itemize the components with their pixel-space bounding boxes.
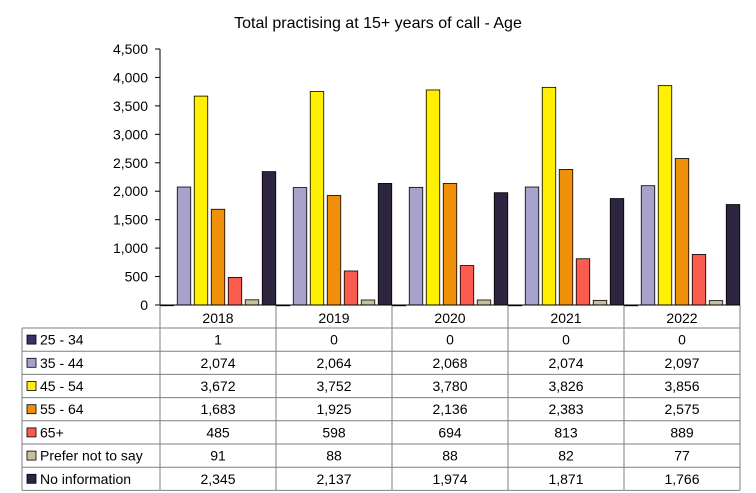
bar-2019-prefer-not-to-say	[360, 299, 376, 306]
bar-2018-65-	[227, 277, 243, 306]
y-axis: 0 500 1,000 1,500 2,000 2,500 3,000 3,500 4,000 4…	[113, 41, 161, 313]
data-label: 91	[210, 448, 226, 464]
data-label: 77	[674, 448, 690, 464]
bar-2022-55-64	[674, 158, 690, 306]
bar-2018-45-54	[193, 95, 209, 306]
y-tick-label: 1,000	[113, 240, 148, 256]
data-label: 1,871	[548, 471, 583, 487]
data-label: 1,683	[200, 401, 235, 417]
bar-2020-35-44	[408, 186, 424, 306]
data-label: 3,752	[316, 378, 351, 394]
data-label: 598	[322, 424, 346, 440]
legend-label: Prefer not to say	[40, 448, 143, 464]
legend-key	[26, 357, 37, 368]
legend-key	[26, 427, 37, 438]
data-label: 0	[330, 332, 338, 348]
bar-2020-45-54	[425, 89, 441, 306]
bar-2021-65-	[575, 258, 591, 306]
data-label: 2,074	[200, 355, 235, 371]
bar-2022-65-	[691, 254, 707, 306]
data-label: 813	[554, 424, 578, 440]
bar-2021-45-54	[541, 86, 557, 306]
data-label: 3,672	[200, 378, 235, 394]
x-category-label: 2018	[202, 310, 233, 326]
data-label: 2,064	[316, 355, 351, 371]
data-label: 88	[442, 448, 458, 464]
bar-2019-55-64	[326, 195, 342, 306]
y-tick-label: 4,000	[113, 69, 148, 85]
bar-2020-65-	[459, 265, 475, 306]
x-category-label: 2019	[318, 310, 349, 326]
data-label: 3,780	[432, 378, 467, 394]
y-tick-label: 3,500	[113, 98, 148, 114]
bar-2021-55-64	[558, 169, 574, 306]
bar-plot-area	[159, 85, 741, 307]
data-label: 2,074	[548, 355, 583, 371]
y-tick-label: 4,500	[113, 41, 148, 57]
data-label: 1,766	[664, 471, 699, 487]
data-label: 0	[562, 332, 570, 348]
legend-label: 65+	[40, 424, 64, 440]
data-label: 88	[326, 448, 342, 464]
bar-2021-35-44	[524, 186, 540, 306]
bar-2018-prefer-not-to-say	[244, 299, 260, 306]
y-tick-label: 0	[140, 297, 148, 313]
data-table: 2018 2019 2020 2021 2022 25 - 34 1 0 0 0 0 35 - 44 2…	[21, 304, 741, 491]
bar-2020-55-64	[442, 183, 458, 306]
data-label: 1	[214, 332, 222, 348]
y-tick-label: 500	[125, 269, 149, 285]
legend-key	[26, 450, 37, 461]
bar-2018-35-44	[176, 186, 192, 306]
data-label: 3,826	[548, 378, 583, 394]
y-tick-label: 2,000	[113, 183, 148, 199]
legend-label: 25 - 34	[40, 332, 84, 348]
legend-key	[26, 381, 37, 391]
bar-2019-no-information	[377, 183, 393, 306]
data-label: 1,974	[432, 471, 467, 487]
data-label: 2,068	[432, 355, 467, 371]
data-label: 2,383	[548, 401, 583, 417]
data-label: 1,925	[316, 401, 351, 417]
chart-title: Total practising at 15+ years of call - …	[234, 15, 522, 32]
x-category-label: 2020	[434, 310, 465, 326]
data-label: 2,136	[432, 401, 467, 417]
x-category-label: 2022	[666, 310, 697, 326]
legend-key	[26, 404, 37, 415]
data-label: 0	[446, 332, 454, 348]
bar-2020-no-information	[493, 192, 509, 306]
y-tick-label: 2,500	[113, 155, 148, 171]
data-label: 2,137	[316, 471, 351, 487]
y-tick-label: 1,500	[113, 212, 148, 228]
legend-key	[26, 334, 37, 345]
bar-2019-35-44	[292, 187, 308, 306]
legend-label: No information	[40, 471, 131, 487]
bar-2022-35-44	[640, 185, 656, 306]
legend-label: 45 - 54	[40, 378, 84, 394]
bar-2019-65-	[343, 270, 359, 306]
data-label: 2,345	[200, 471, 235, 487]
bar-2021-prefer-not-to-say	[592, 299, 608, 306]
bar-2022-prefer-not-to-say	[708, 300, 724, 306]
bar-2022-45-54	[657, 85, 673, 306]
data-label: 0	[678, 332, 686, 348]
bar-2018-no-information	[261, 171, 277, 306]
bar-2021-no-information	[609, 198, 625, 306]
data-label: 82	[558, 448, 574, 464]
data-label: 485	[206, 424, 230, 440]
legend-key	[26, 473, 37, 484]
data-label: 2,575	[664, 401, 699, 417]
bar-2022-no-information	[725, 204, 741, 306]
legend-label: 55 - 64	[40, 401, 84, 417]
data-label: 3,856	[664, 378, 699, 394]
bar-2019-45-54	[309, 91, 325, 306]
data-label: 2,097	[664, 355, 699, 371]
data-label: 694	[438, 424, 462, 440]
x-category-label: 2021	[550, 310, 581, 326]
legend-label: 35 - 44	[40, 355, 84, 371]
bar-2020-prefer-not-to-say	[476, 299, 492, 306]
y-tick-label: 3,000	[113, 126, 148, 142]
data-label: 889	[670, 424, 694, 440]
bar-2018-55-64	[210, 208, 226, 306]
